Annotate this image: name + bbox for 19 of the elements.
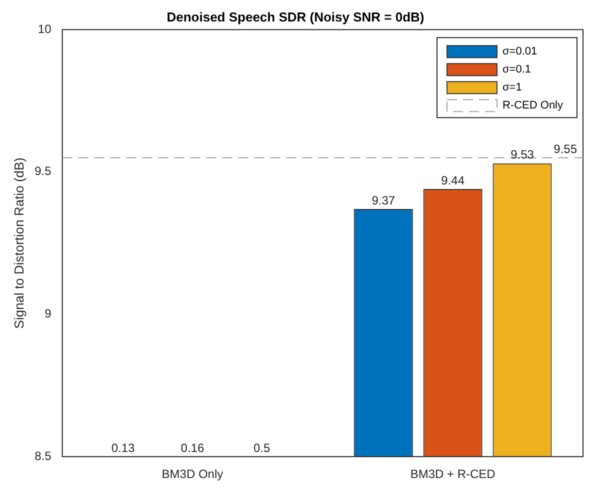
annotation: 9.55 (554, 142, 578, 156)
text: 0.13 (111, 440, 135, 455)
y-tick-label: 9 (44, 306, 52, 321)
legend-label: R-CED Only (502, 100, 564, 112)
y-tick-label: 9.5 (34, 164, 52, 178)
x-tick-label: BM3D Only (162, 467, 224, 482)
data-label: 9.53 (510, 148, 534, 162)
y-axis-title: Signal to Distortion Ratio (dB) (11, 157, 26, 329)
chart-title: Denoised Speech SDR (Noisy SNR = 0dB) (166, 9, 424, 24)
text: 0.5 (254, 440, 270, 455)
y-tick-label: 8.5 (34, 448, 52, 463)
legend-label: σ=0.01 (502, 46, 538, 58)
data-label: 9.37 (372, 193, 396, 208)
x-tick-label: BM3D + R-CED (410, 467, 496, 482)
legend-label: σ=1 (502, 82, 522, 94)
legend-label: σ=0.1 (502, 64, 532, 76)
y-tick-label: 10 (38, 22, 52, 36)
data-label: 9.44 (441, 173, 465, 188)
text: 0.16 (180, 440, 204, 455)
